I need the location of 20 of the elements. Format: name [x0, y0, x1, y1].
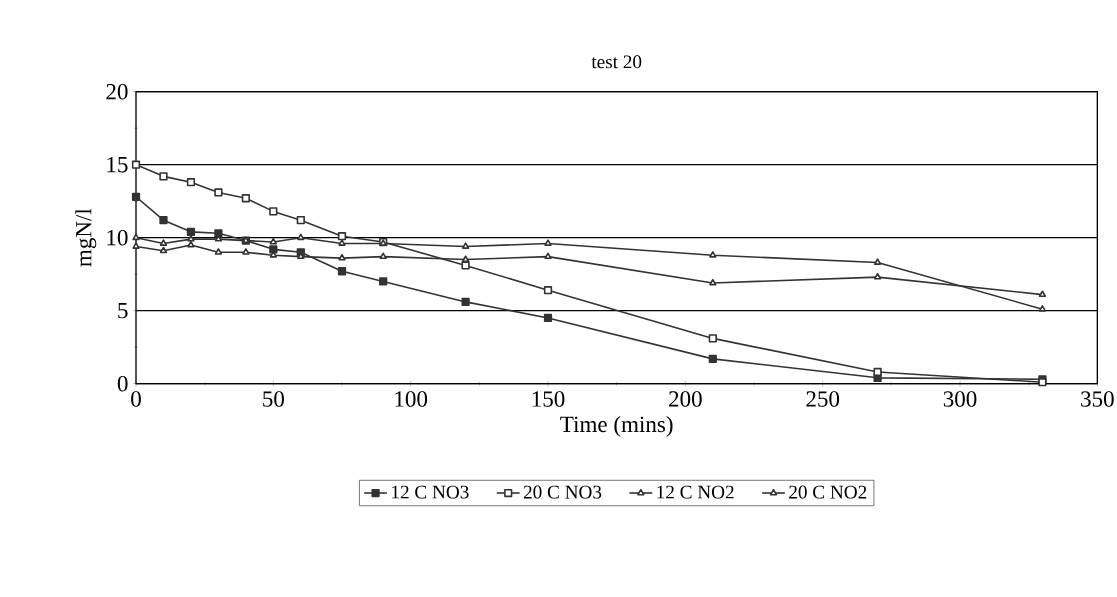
x-tick-label: 100	[395, 391, 428, 407]
x-tick-label: 200	[669, 391, 702, 407]
y-axis-title: mgN/l	[75, 208, 97, 267]
x-tick-label: 350	[1081, 391, 1114, 407]
x-tick-label: 0	[131, 391, 141, 407]
x-tick-label: 300	[943, 391, 977, 407]
chart-title: test 20	[591, 55, 642, 69]
x-tick-label: 250	[806, 391, 840, 407]
legend-label: 20 C NO3	[523, 485, 602, 499]
legend-label: 12 C NO2	[657, 485, 734, 499]
legend-label: 12 C NO3	[392, 485, 469, 499]
y-tick-label: 20	[106, 83, 128, 100]
x-tick-label: 150	[532, 391, 565, 407]
x-axis-title: Time (mins)	[560, 415, 673, 437]
y-tick-label: 0	[117, 375, 128, 392]
y-tick-label: 10	[107, 229, 128, 246]
y-tick-label: 15	[107, 156, 128, 173]
x-tick-label: 50	[263, 391, 284, 407]
y-tick-label: 5	[118, 303, 128, 319]
legend-label: 20 C NO2	[789, 485, 867, 499]
